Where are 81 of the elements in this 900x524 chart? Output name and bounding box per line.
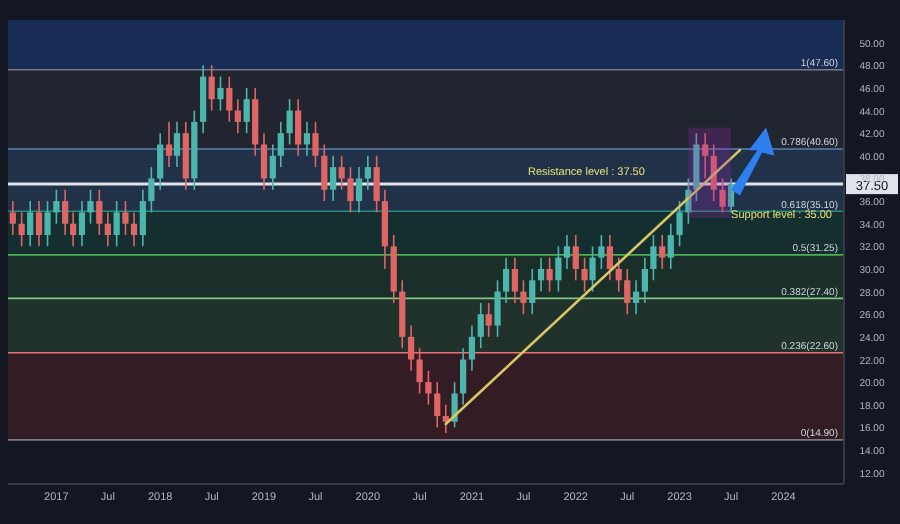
- candlestick: [546, 256, 553, 293]
- candlestick: [35, 200, 43, 248]
- candlestick: [381, 188, 389, 270]
- candlestick: [312, 121, 319, 168]
- candlestick: [485, 302, 492, 338]
- candlestick: [589, 245, 596, 293]
- candlestick: [624, 268, 631, 316]
- candlestick: [269, 143, 276, 191]
- candlestick: [693, 132, 700, 202]
- candlestick: [157, 132, 164, 191]
- candlestick: [18, 211, 25, 248]
- candlestick: [78, 200, 86, 248]
- candlestick: [9, 200, 16, 236]
- candlestick: [104, 211, 111, 248]
- candlestick: [632, 279, 640, 316]
- candlestick: [434, 381, 441, 429]
- candlestick: [252, 87, 259, 157]
- candlestick: [451, 381, 458, 429]
- candlestick: [572, 234, 579, 282]
- candlestick: [390, 234, 397, 304]
- candlestick: [650, 234, 657, 282]
- candlestick: [468, 324, 476, 372]
- candlestick: [563, 234, 571, 270]
- candlestick: [355, 166, 363, 214]
- candlestick: [62, 188, 69, 236]
- candlestick: [477, 302, 484, 349]
- candlestick: [373, 155, 380, 214]
- candlestick: [234, 98, 241, 134]
- candlestick: [641, 256, 648, 304]
- candlestick: [130, 211, 138, 248]
- candlestick: [303, 121, 311, 157]
- candlestick: [676, 200, 683, 248]
- candlestick: [87, 188, 94, 225]
- candlestick: [494, 279, 501, 338]
- candlestick: [719, 177, 726, 214]
- candlestick: [727, 177, 735, 214]
- candlestick: [182, 121, 189, 191]
- candlestick: [425, 370, 432, 406]
- candlestick: [243, 87, 250, 134]
- candlestick: [399, 279, 406, 349]
- candlestick: [208, 64, 215, 112]
- candlestick: [286, 98, 293, 146]
- candlestick: [529, 268, 536, 316]
- candlestick: [122, 200, 129, 236]
- candlestick: [502, 256, 510, 304]
- candlestick: [96, 188, 103, 236]
- candlestick: [555, 245, 562, 293]
- candlestick: [659, 234, 666, 270]
- candlestick: [70, 211, 77, 248]
- candlestick: [511, 256, 518, 304]
- candlestick: [338, 155, 345, 191]
- candlestick: [667, 222, 674, 270]
- candlestick: [44, 200, 51, 248]
- candlestick: [165, 121, 173, 168]
- candlestick: [442, 403, 449, 434]
- candlestick: [200, 64, 207, 134]
- candlestick: [520, 279, 527, 316]
- candlestick: [173, 121, 181, 168]
- candlestick: [606, 234, 614, 282]
- candlestick: [407, 324, 415, 372]
- candlestick: [113, 200, 120, 248]
- candlestick: [260, 132, 268, 191]
- candlestick: [702, 132, 709, 180]
- candlestick: [277, 121, 284, 168]
- candlestick: [364, 155, 371, 191]
- candlestick: [416, 347, 423, 395]
- candlestick: [598, 234, 605, 270]
- candlestick: [53, 188, 60, 225]
- candlestick: [217, 75, 224, 112]
- candlestick: [148, 166, 155, 214]
- candlestick: [330, 155, 337, 202]
- candlestick: [460, 347, 467, 406]
- candlestick: [537, 256, 545, 293]
- candlestick: [581, 256, 588, 293]
- candlestick: [139, 188, 146, 248]
- candlestick: [295, 98, 302, 157]
- candlestick: [27, 200, 34, 248]
- candlestick: [226, 75, 233, 123]
- candlestick: [615, 256, 622, 293]
- candlestick: [321, 143, 328, 202]
- candlestick: [347, 166, 354, 214]
